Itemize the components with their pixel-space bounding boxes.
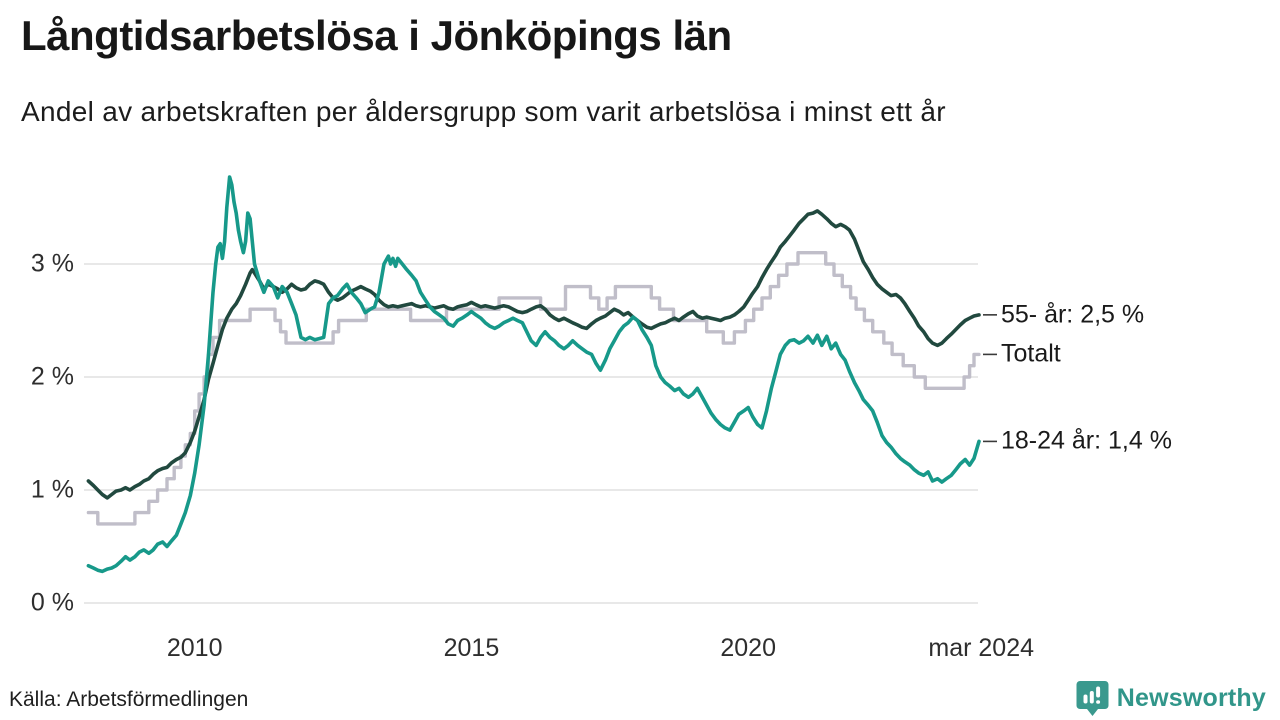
y-tick-label: 3 % [30, 249, 74, 278]
x-tick-label: mar 2024 [928, 634, 1035, 662]
series-line-18-24-år [86, 175, 981, 574]
x-tick-label: 2015 [443, 634, 500, 662]
y-tick-label: 0 % [30, 588, 74, 617]
brand-name: Newsworthy [1116, 684, 1266, 712]
source-note: Källa: Arbetsförmedlingen [9, 688, 249, 711]
y-tick-label: 2 % [30, 362, 74, 391]
page-title: Långtidsarbetslösa i Jönköpings län [21, 12, 732, 59]
x-tick-label: 2020 [720, 634, 776, 662]
series-line-55--år [86, 209, 981, 500]
x-tick-label: 2010 [166, 634, 223, 662]
y-tick-label: 1 % [30, 475, 74, 504]
chart-subtitle: Andel av arbetskraften per åldersgrupp s… [21, 96, 946, 127]
series-end-label-Totalt: Totalt [1001, 339, 1061, 368]
newsworthy-logo: Newsworthy [1076, 680, 1266, 717]
series-line-Totalt [86, 251, 981, 526]
newsworthy-pin-barchart-icon [1076, 681, 1109, 716]
series-end-label-18-24-år: 18-24 år: 1,4 % [1001, 426, 1172, 455]
series-end-label-55--år: 55- år: 2,5 % [1001, 300, 1145, 329]
